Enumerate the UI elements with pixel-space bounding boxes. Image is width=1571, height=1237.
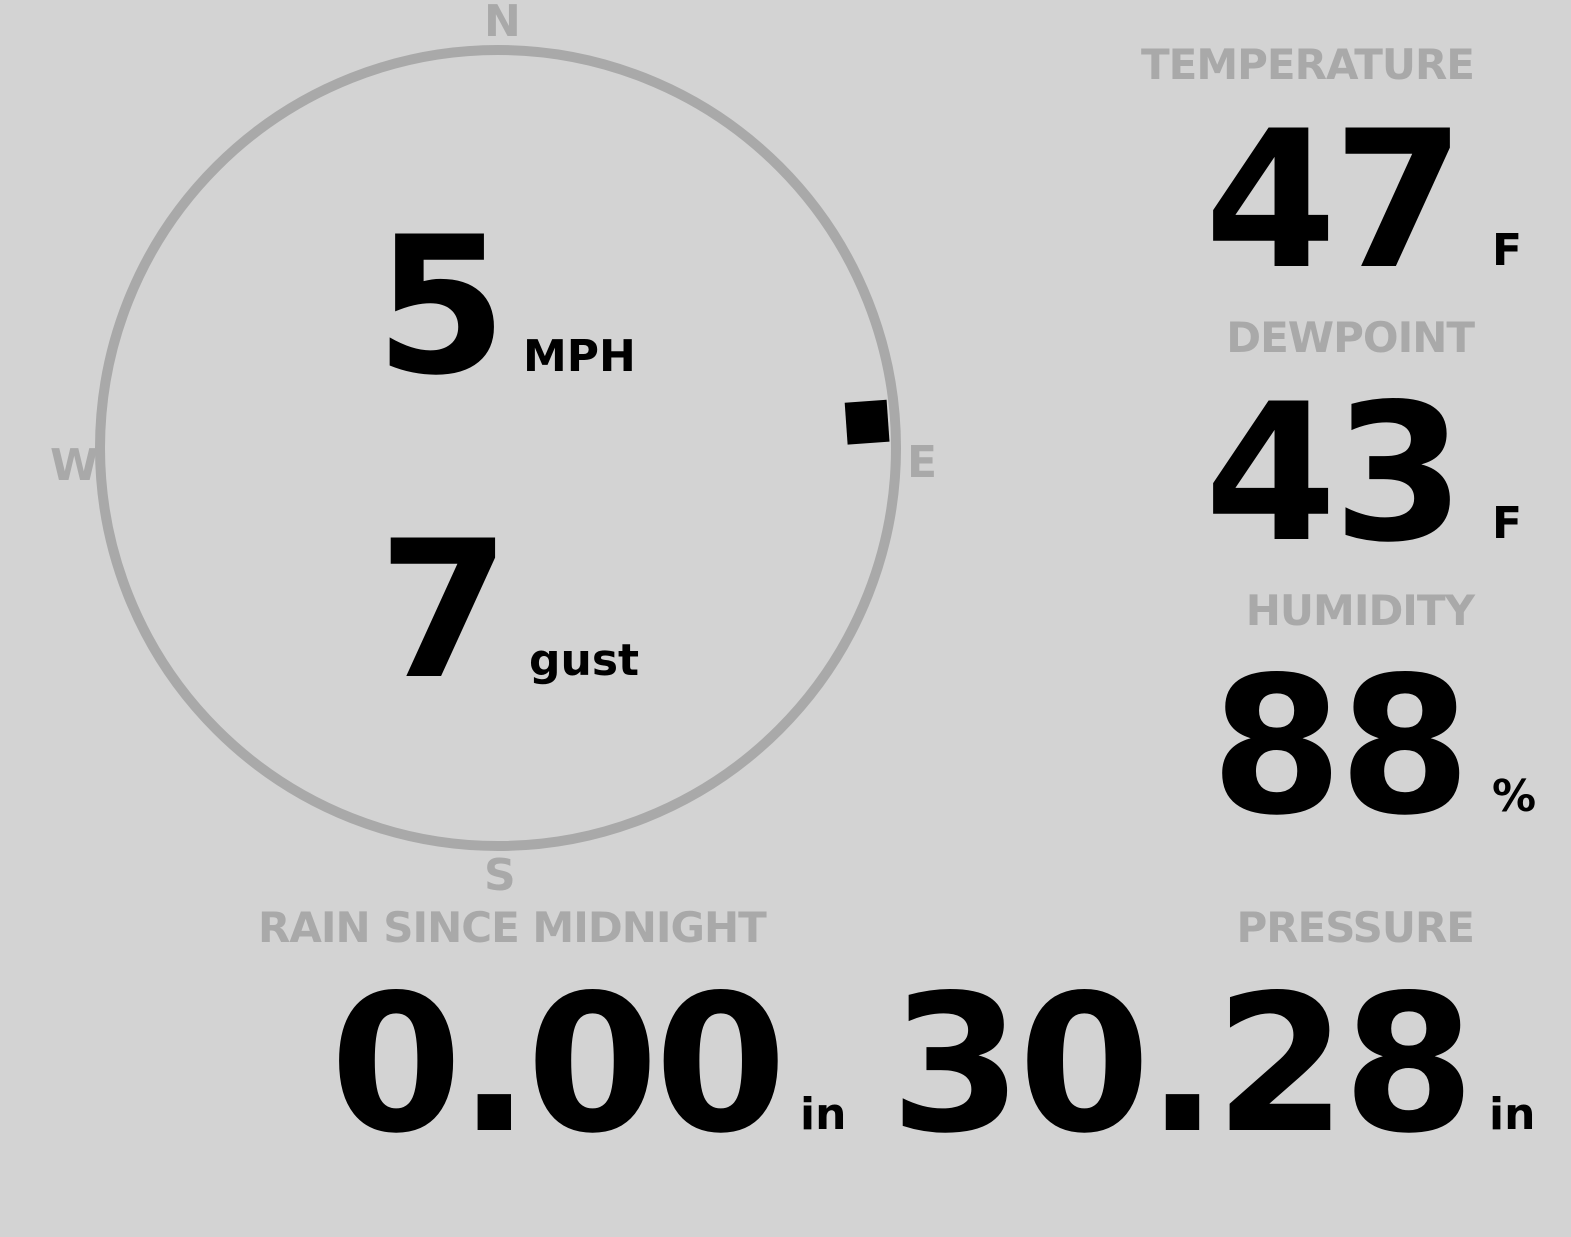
wind-speed-unit: MPH [523, 331, 636, 382]
rain-label: RAIN SINCE MIDNIGHT [258, 903, 767, 952]
wind-speed-value: 5 [375, 196, 507, 417]
pressure-label: PRESSURE [1236, 903, 1475, 952]
wind-direction-marker [844, 399, 890, 445]
dewpoint-value: 43 [1204, 363, 1465, 584]
dewpoint-label: DEWPOINT [1226, 313, 1475, 362]
humidity-value: 88 [1210, 636, 1471, 857]
temperature-unit: F [1492, 225, 1523, 276]
cardinal-e: E [907, 437, 938, 488]
wind-gust-value: 7 [378, 500, 510, 721]
cardinal-n: N [484, 0, 521, 47]
temperature-value: 47 [1204, 90, 1465, 311]
wind-gust-unit: gust [529, 635, 640, 686]
rain-unit: in [800, 1089, 847, 1140]
humidity-label: HUMIDITY [1245, 586, 1475, 635]
cardinal-w: W [50, 440, 99, 491]
dewpoint-unit: F [1492, 498, 1523, 549]
temperature-label: TEMPERATURE [1141, 40, 1475, 89]
pressure-unit: in [1489, 1089, 1536, 1140]
humidity-unit: % [1492, 771, 1537, 822]
rain-value: 0.00 [330, 954, 787, 1175]
cardinal-s: S [484, 850, 516, 901]
pressure-value: 30.28 [890, 954, 1475, 1175]
compass-ring [95, 45, 901, 851]
wind-compass [95, 45, 901, 851]
